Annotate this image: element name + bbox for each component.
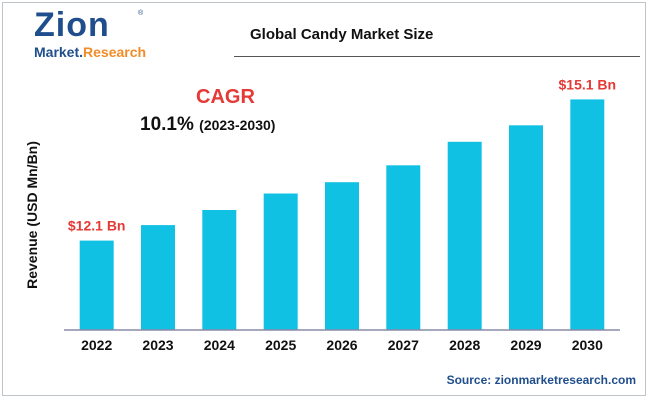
x-tick-2023: 2023 [142, 337, 173, 353]
x-tick-2022: 2022 [81, 337, 112, 353]
cagr-label: CAGR [196, 86, 255, 108]
data-label-2030: $15.1 Bn [559, 76, 617, 92]
x-tick-2030: 2030 [572, 337, 603, 353]
data-label-2022: $12.1 Bn [68, 218, 126, 234]
x-tick-2024: 2024 [204, 337, 235, 353]
logo-registered-mark: ® [138, 10, 144, 17]
logo-word: Zion [34, 6, 110, 44]
x-tick-2029: 2029 [510, 337, 541, 353]
cagr-period: (2023-2030) [199, 117, 276, 133]
bar-2030 [570, 99, 605, 331]
bar-2024 [202, 210, 237, 330]
logo-sub-left: Market. [34, 44, 84, 60]
bar-2022 [79, 240, 114, 330]
x-tick-2026: 2026 [326, 337, 357, 353]
bar-2027 [386, 165, 421, 330]
bars-group [79, 99, 605, 331]
bar-2025 [263, 193, 298, 330]
logo-subtitle: Market.Research [34, 44, 146, 60]
bar-2026 [325, 182, 359, 330]
bar-2029 [509, 125, 543, 330]
bar-2023 [141, 225, 175, 330]
x-tick-2025: 2025 [265, 337, 296, 353]
x-tick-2027: 2027 [388, 337, 419, 353]
chart-title: Global Candy Market Size [250, 26, 434, 43]
header-divider [234, 56, 640, 57]
cagr-percent: 10.1% [140, 114, 194, 135]
bar-2028 [447, 141, 482, 330]
x-tick-2028: 2028 [449, 337, 480, 353]
source-text: Source: zionmarketresearch.com [446, 373, 636, 387]
x-tick-labels: 2022 2023 2024 2025 2026 2027 2028 2029 2030 [81, 337, 603, 353]
chart-frame [2, 2, 646, 396]
logo-sub-right: Research [83, 44, 147, 60]
zion-logo: Zion ® Market.Research [34, 6, 146, 64]
data-labels: $12.1 Bn $15.1 Bn [68, 76, 616, 233]
cagr-value: 10.1% (2023-2030) [140, 114, 275, 136]
